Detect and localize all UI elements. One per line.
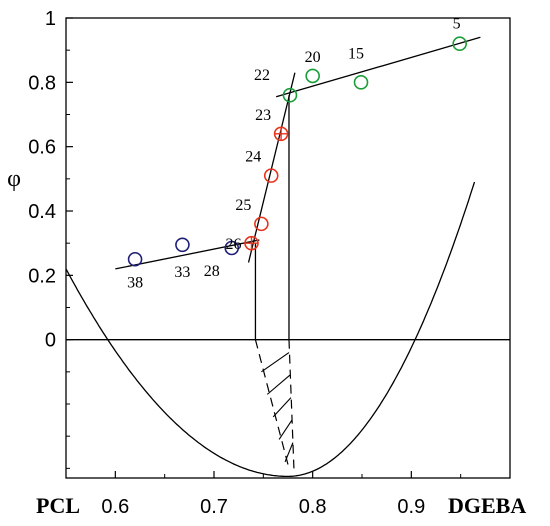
data-point-label: 24 <box>245 149 261 166</box>
y-tick-label: 0.4 <box>28 201 56 223</box>
ticks-layer: 0 0.2 0.4 0.6 0.8 1 0.6 0.7 0.8 0.9 <box>28 8 462 518</box>
data-point-label: 25 <box>235 197 251 214</box>
spinodal-hatch <box>272 397 292 418</box>
data-point-label: 15 <box>348 45 364 62</box>
plot-frame <box>65 17 511 479</box>
data-point-label: 22 <box>254 67 270 84</box>
data-point <box>175 237 190 253</box>
data-point-label: 28 <box>204 263 220 280</box>
spinodal-hatch <box>284 442 294 463</box>
spinodal-hatch <box>266 374 291 395</box>
x-tick-label: 0.8 <box>299 496 327 518</box>
y-axis-label: φ <box>7 166 21 192</box>
spinodal-dash-left <box>254 339 290 469</box>
x-tick-label: 0.9 <box>397 496 425 518</box>
y-tick-label: 0 <box>45 330 56 352</box>
spinodal-hatch <box>261 352 290 373</box>
data-point-label: 33 <box>174 264 190 281</box>
y-tick-label: 1 <box>45 8 56 30</box>
fit-line <box>247 72 296 263</box>
plot-area: 0 0.2 0.4 0.6 0.8 1 0.6 0.7 0.8 0.9 38 33 28 26 25 24 2… <box>28 8 511 518</box>
x-axis-right-label: DGEBA <box>448 493 526 518</box>
data-point-label: 20 <box>305 49 321 66</box>
y-tick-label: 0.6 <box>28 137 56 159</box>
data-point-label: 23 <box>255 107 271 124</box>
data-point <box>452 36 467 52</box>
data-point <box>127 251 143 267</box>
x-tick-label: 0.7 <box>200 496 228 518</box>
data-point <box>224 240 240 256</box>
data-point <box>353 75 369 90</box>
curves-layer <box>65 36 510 478</box>
points-layer: 38 33 28 26 25 24 23 22 20 15 5 <box>127 16 467 291</box>
data-point <box>263 168 279 183</box>
data-point-label: 38 <box>127 274 143 291</box>
free-energy-curve <box>65 181 476 478</box>
data-point-label: 26 <box>225 236 241 253</box>
fit-line <box>275 36 481 98</box>
y-tick-label: 0.8 <box>28 72 56 94</box>
spinodal-hatch <box>278 419 293 440</box>
data-point <box>254 216 269 232</box>
y-tick-label: 0.2 <box>28 265 56 287</box>
data-point-label: 5 <box>453 16 461 33</box>
data-point <box>305 68 320 84</box>
data-point <box>282 87 298 103</box>
spinodal-dash-right <box>288 339 295 469</box>
x-tick-label: 0.6 <box>101 496 129 518</box>
x-axis-left-label: PCL <box>36 493 80 518</box>
